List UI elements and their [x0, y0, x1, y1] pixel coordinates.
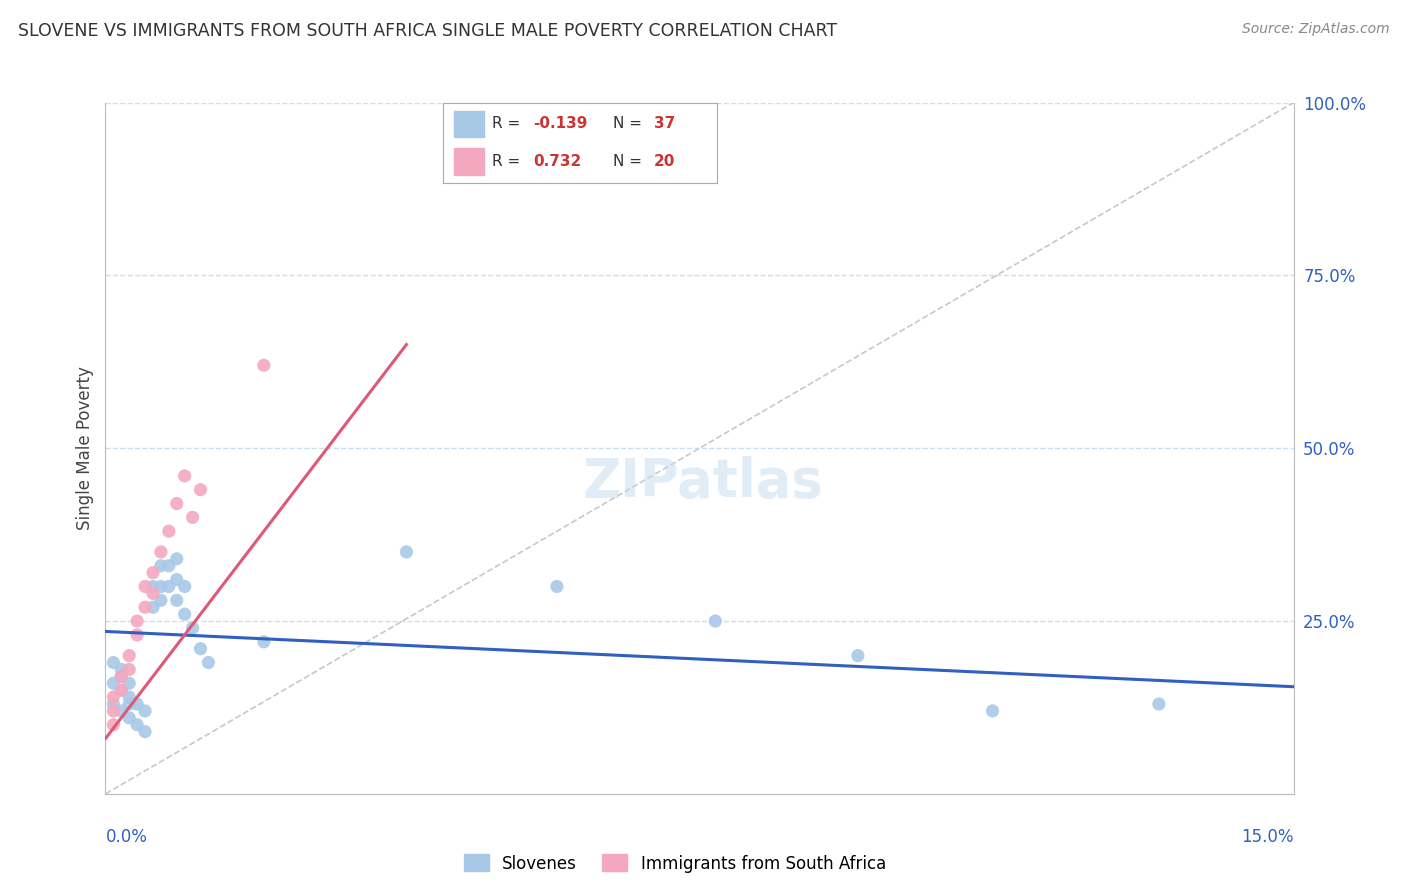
- Point: [704, 614, 727, 628]
- Point: [197, 656, 219, 670]
- Point: [190, 641, 212, 656]
- Point: [173, 469, 195, 483]
- Point: [181, 621, 204, 635]
- Text: R =: R =: [492, 116, 520, 131]
- Point: [253, 358, 276, 373]
- Text: Source: ZipAtlas.com: Source: ZipAtlas.com: [1241, 22, 1389, 37]
- Point: [134, 600, 156, 615]
- Point: [149, 558, 172, 573]
- Point: [110, 683, 132, 698]
- Point: [166, 551, 188, 566]
- Text: SLOVENE VS IMMIGRANTS FROM SOUTH AFRICA SINGLE MALE POVERTY CORRELATION CHART: SLOVENE VS IMMIGRANTS FROM SOUTH AFRICA …: [18, 22, 838, 40]
- Point: [181, 510, 204, 524]
- Point: [142, 566, 165, 580]
- Point: [127, 614, 149, 628]
- Point: [142, 586, 165, 600]
- Text: N =: N =: [613, 116, 643, 131]
- Point: [110, 704, 132, 718]
- Point: [166, 593, 188, 607]
- Point: [103, 717, 125, 731]
- Point: [103, 697, 125, 711]
- Point: [103, 690, 125, 705]
- Point: [118, 690, 141, 705]
- Point: [118, 697, 141, 711]
- Point: [134, 580, 156, 594]
- Point: [166, 496, 188, 510]
- Point: [103, 656, 125, 670]
- Text: 0.0%: 0.0%: [105, 828, 148, 846]
- Point: [103, 676, 125, 690]
- Text: 15.0%: 15.0%: [1241, 828, 1294, 846]
- Point: [173, 607, 195, 621]
- Y-axis label: Single Male Poverty: Single Male Poverty: [76, 367, 94, 530]
- Point: [118, 711, 141, 725]
- Text: N =: N =: [613, 153, 643, 169]
- Point: [110, 669, 132, 683]
- Point: [253, 635, 276, 649]
- Point: [127, 697, 149, 711]
- Point: [173, 580, 195, 594]
- Point: [110, 662, 132, 677]
- Point: [103, 704, 125, 718]
- Point: [118, 648, 141, 663]
- Bar: [454, 148, 484, 175]
- Point: [546, 580, 568, 594]
- Point: [149, 545, 172, 559]
- Point: [395, 545, 418, 559]
- Point: [118, 662, 141, 677]
- Point: [149, 580, 172, 594]
- Point: [127, 717, 149, 731]
- Text: 37: 37: [654, 116, 675, 131]
- Point: [157, 524, 180, 539]
- Text: -0.139: -0.139: [533, 116, 588, 131]
- Point: [134, 704, 156, 718]
- Point: [981, 704, 1004, 718]
- Text: 20: 20: [654, 153, 675, 169]
- Point: [142, 600, 165, 615]
- Point: [142, 580, 165, 594]
- Text: R =: R =: [492, 153, 520, 169]
- Point: [149, 593, 172, 607]
- Point: [846, 648, 869, 663]
- Point: [190, 483, 212, 497]
- Point: [1147, 697, 1170, 711]
- Legend: Slovenes, Immigrants from South Africa: Slovenes, Immigrants from South Africa: [457, 847, 893, 880]
- Point: [127, 628, 149, 642]
- Text: ZIPatlas: ZIPatlas: [582, 456, 824, 508]
- Point: [134, 724, 156, 739]
- Bar: [454, 111, 484, 137]
- Point: [157, 580, 180, 594]
- Point: [118, 676, 141, 690]
- Point: [157, 558, 180, 573]
- Point: [110, 683, 132, 698]
- Point: [110, 669, 132, 683]
- Text: 0.732: 0.732: [533, 153, 582, 169]
- Point: [166, 573, 188, 587]
